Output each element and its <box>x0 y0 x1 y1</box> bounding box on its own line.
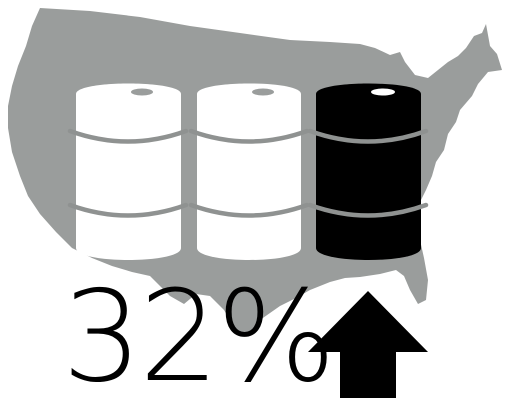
barrel-1-bung <box>131 88 153 96</box>
barrel-2-bung <box>252 88 274 96</box>
barrel-2 <box>188 83 310 260</box>
barrel-1-lower-ring <box>67 202 189 218</box>
barrel-3-lower-ring <box>307 202 429 218</box>
stat-value: 32% <box>62 263 336 402</box>
up-arrow-icon <box>308 291 428 398</box>
barrel-1-upper-ring <box>67 128 189 144</box>
barrel-3-bung <box>371 88 395 96</box>
barrel-3-upper-ring <box>307 128 429 144</box>
barrel-2-body <box>197 83 301 260</box>
barrel-3-body <box>316 83 421 260</box>
barrel-1-body <box>76 83 181 260</box>
barrel-2-upper-ring <box>188 128 310 144</box>
barrel-1 <box>67 83 189 260</box>
barrel-3-highlighted <box>307 83 429 260</box>
barrel-2-lower-ring <box>188 202 310 218</box>
